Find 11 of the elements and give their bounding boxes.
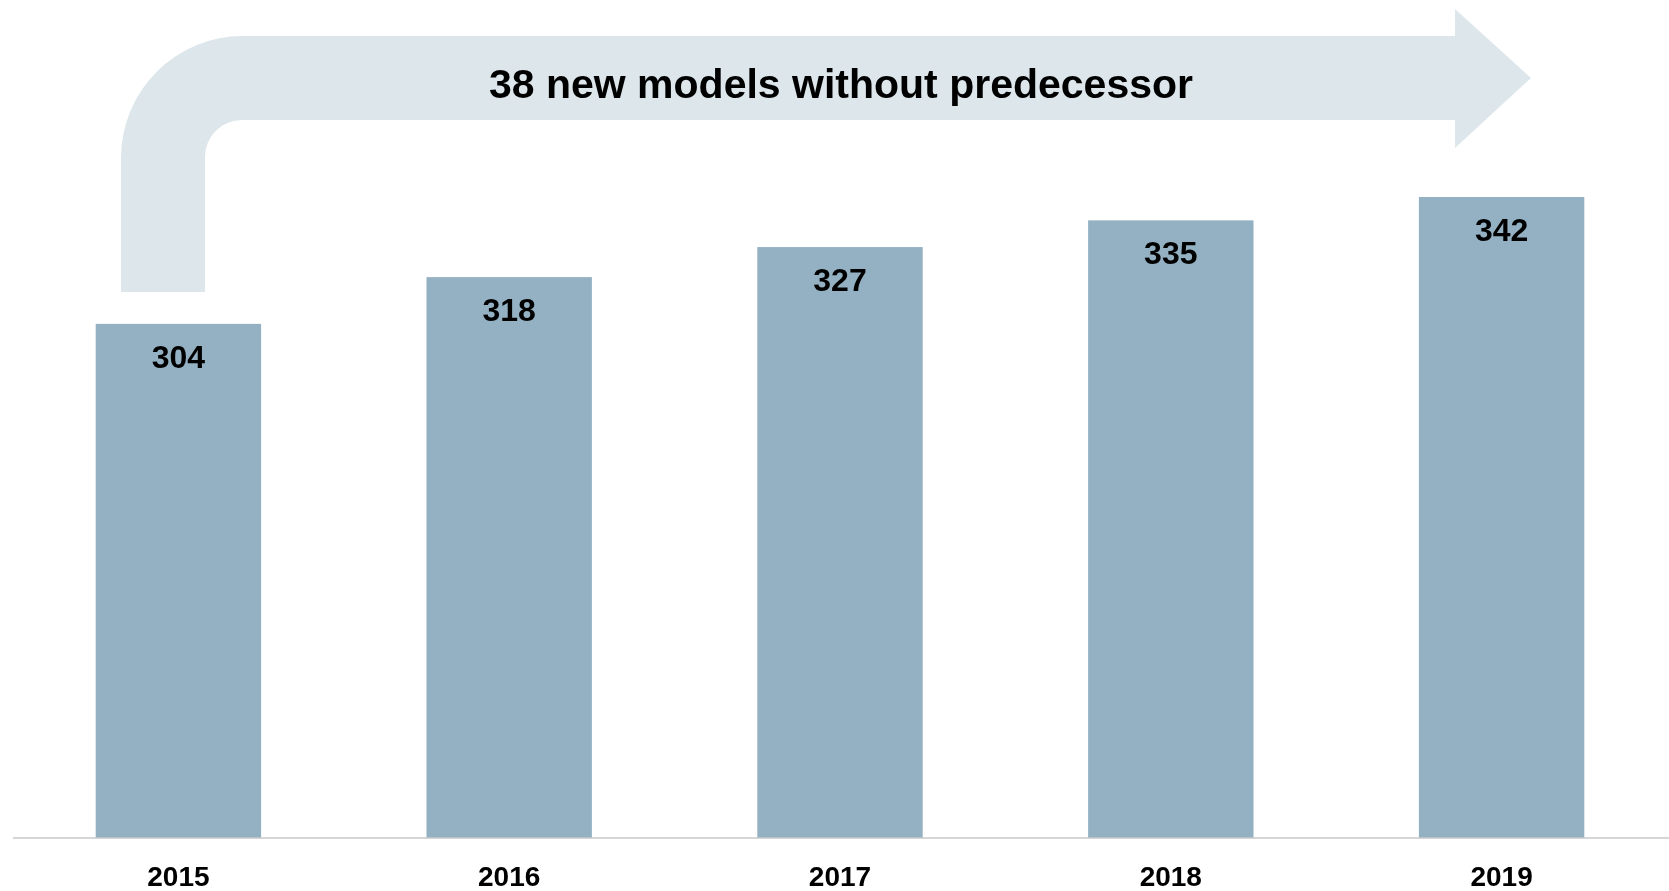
data-label: 335 xyxy=(1144,235,1198,272)
data-label: 304 xyxy=(151,338,206,375)
data-label: 318 xyxy=(482,292,536,329)
x-tick-label: 2019 xyxy=(1470,861,1533,891)
x-tick-label: 2018 xyxy=(1139,861,1202,891)
data-label: 342 xyxy=(1474,212,1529,248)
text: 38 new models without predecessor xyxy=(488,61,1194,107)
x-tick-label: 2015 xyxy=(147,861,210,891)
data-label: 327 xyxy=(813,262,867,299)
x-tick-label: 2017 xyxy=(808,861,872,891)
x-tick-label: 2016 xyxy=(478,861,541,891)
